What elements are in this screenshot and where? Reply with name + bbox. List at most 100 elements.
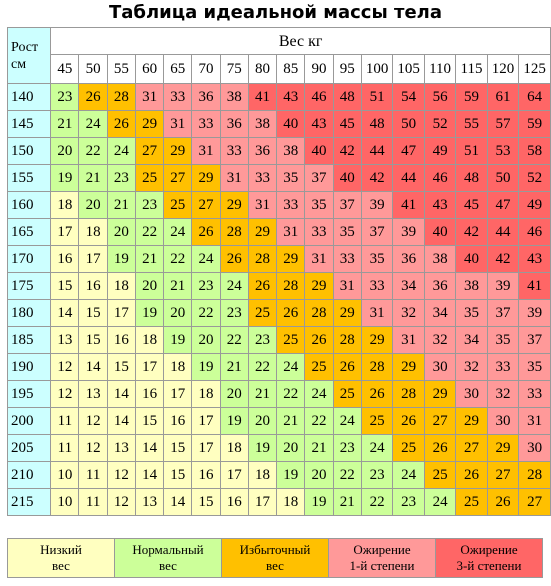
bmi-cell: 12: [106, 461, 136, 489]
weight-cell: 60: [134, 54, 165, 84]
height-cell: 180: [6, 299, 52, 327]
bmi-cell: 27: [134, 137, 165, 165]
bmi-cell: 31: [247, 191, 278, 219]
bmi-cell: 16: [191, 461, 221, 489]
bmi-cell: 12: [50, 353, 80, 381]
bmi-cell: 12: [50, 380, 80, 408]
bmi-cell: 17: [247, 488, 278, 516]
bmi-cell: 33: [304, 218, 334, 246]
bmi-cell: 31: [304, 245, 334, 273]
bmi-cell: 52: [423, 110, 457, 138]
bmi-cell: 20: [191, 326, 221, 354]
bmi-cell: 25: [134, 164, 165, 192]
bmi-cell: 36: [219, 110, 249, 138]
bmi-cell: 29: [332, 299, 362, 327]
weight-cell: 50: [78, 54, 108, 84]
bmi-cell: 37: [518, 326, 551, 354]
table-row: 175 15 16 18 20 21 23 24 26 28 29 31 33 34 36 38 39 41: [6, 272, 551, 300]
legend-item: Ожирение 1-й степени: [328, 538, 436, 578]
weight-cell: 95: [332, 54, 362, 84]
height-cell: 165: [6, 218, 52, 246]
bmi-cell: 14: [78, 353, 108, 381]
bmi-cell: 22: [276, 380, 306, 408]
bmi-cell: 46: [423, 164, 457, 192]
bmi-cell: 20: [219, 380, 249, 408]
bmi-cell: 16: [106, 326, 136, 354]
bmi-cell: 20: [134, 272, 165, 300]
bmi-cell: 25: [392, 434, 425, 462]
bmi-cell: 25: [276, 326, 306, 354]
bmi-cell: 20: [78, 191, 108, 219]
bmi-cell: 35: [360, 245, 394, 273]
table-row: 210 10 11 12 14 15 16 17 18 19 20 22 23 24 25 26 27 28: [6, 461, 551, 489]
bmi-cell: 26: [360, 380, 394, 408]
weight-cell: 55: [106, 54, 136, 84]
bmi-cell: 11: [78, 461, 108, 489]
weight-label: Вес кг: [50, 27, 551, 55]
bmi-cell: 51: [455, 137, 488, 165]
bmi-cell: 48: [332, 83, 362, 111]
bmi-cell: 17: [191, 407, 221, 435]
bmi-cell: 26: [219, 245, 249, 273]
bmi-cell: 42: [486, 245, 520, 273]
bmi-cell: 61: [486, 83, 520, 111]
bmi-cell: 29: [392, 353, 425, 381]
bmi-cell: 33: [163, 83, 193, 111]
bmi-cell: 44: [486, 218, 520, 246]
bmi-cell: 37: [304, 164, 334, 192]
height-cell: 185: [6, 326, 52, 354]
bmi-cell: 28: [106, 83, 136, 111]
bmi-cell: 17: [191, 434, 221, 462]
bmi-cell: 23: [191, 272, 221, 300]
bmi-cell: 24: [191, 245, 221, 273]
bmi-cell: 40: [304, 137, 334, 165]
bmi-cell: 37: [332, 191, 362, 219]
bmi-cell: 24: [276, 353, 306, 381]
bmi-cell: 23: [134, 191, 165, 219]
bmi-cell: 15: [163, 461, 193, 489]
height-cell: 160: [6, 191, 52, 219]
bmi-cell: 22: [78, 137, 108, 165]
bmi-cell: 24: [304, 380, 334, 408]
bmi-cell: 38: [455, 272, 488, 300]
bmi-cell: 39: [518, 299, 551, 327]
bmi-cell: 27: [455, 434, 488, 462]
bmi-cell: 23: [332, 434, 362, 462]
bmi-cell: 23: [247, 326, 278, 354]
bmi-cell: 16: [163, 407, 193, 435]
bmi-cell: 28: [332, 326, 362, 354]
legend-item: Ожирение 3-й степени: [435, 538, 543, 578]
bmi-cell: 24: [219, 272, 249, 300]
bmi-cell: 23: [392, 488, 425, 516]
bmi-cell: 29: [134, 110, 165, 138]
bmi-table: Рост см Вес кг 45 50 55 60 65 70 75 80 85 90 95 100 10…: [6, 27, 551, 516]
bmi-cell: 21: [247, 380, 278, 408]
weight-cell: 100: [360, 54, 394, 84]
bmi-cell: 14: [106, 380, 136, 408]
bmi-cell: 31: [518, 407, 551, 435]
bmi-cell: 21: [50, 110, 80, 138]
table-row: 205 11 12 13 14 15 17 18 19 20 21 23 24 25 26 27 29 30: [6, 434, 551, 462]
height-cell: 145: [6, 110, 52, 138]
bmi-cell: 24: [423, 488, 457, 516]
legend: Низкий вес Нормальный вес Избыточный вес Ож…: [7, 538, 543, 578]
bmi-cell: 27: [191, 191, 221, 219]
bmi-cell: 33: [518, 380, 551, 408]
bmi-cell: 32: [486, 380, 520, 408]
bmi-cell: 29: [455, 407, 488, 435]
bmi-cell: 19: [276, 461, 306, 489]
bmi-cell: 28: [247, 245, 278, 273]
height-cell: 205: [6, 434, 52, 462]
bmi-cell: 41: [247, 83, 278, 111]
legend-item: Избыточный вес: [221, 538, 329, 578]
bmi-cell: 43: [518, 245, 551, 273]
weight-cell: 65: [163, 54, 193, 84]
bmi-cell: 38: [423, 245, 457, 273]
bmi-cell: 24: [78, 110, 108, 138]
bmi-cell: 29: [163, 137, 193, 165]
corner-cell: Рост см: [6, 27, 52, 84]
bmi-cell: 39: [486, 272, 520, 300]
bmi-cell: 21: [106, 191, 136, 219]
bmi-cell: 48: [360, 110, 394, 138]
bmi-cell: 36: [247, 137, 278, 165]
